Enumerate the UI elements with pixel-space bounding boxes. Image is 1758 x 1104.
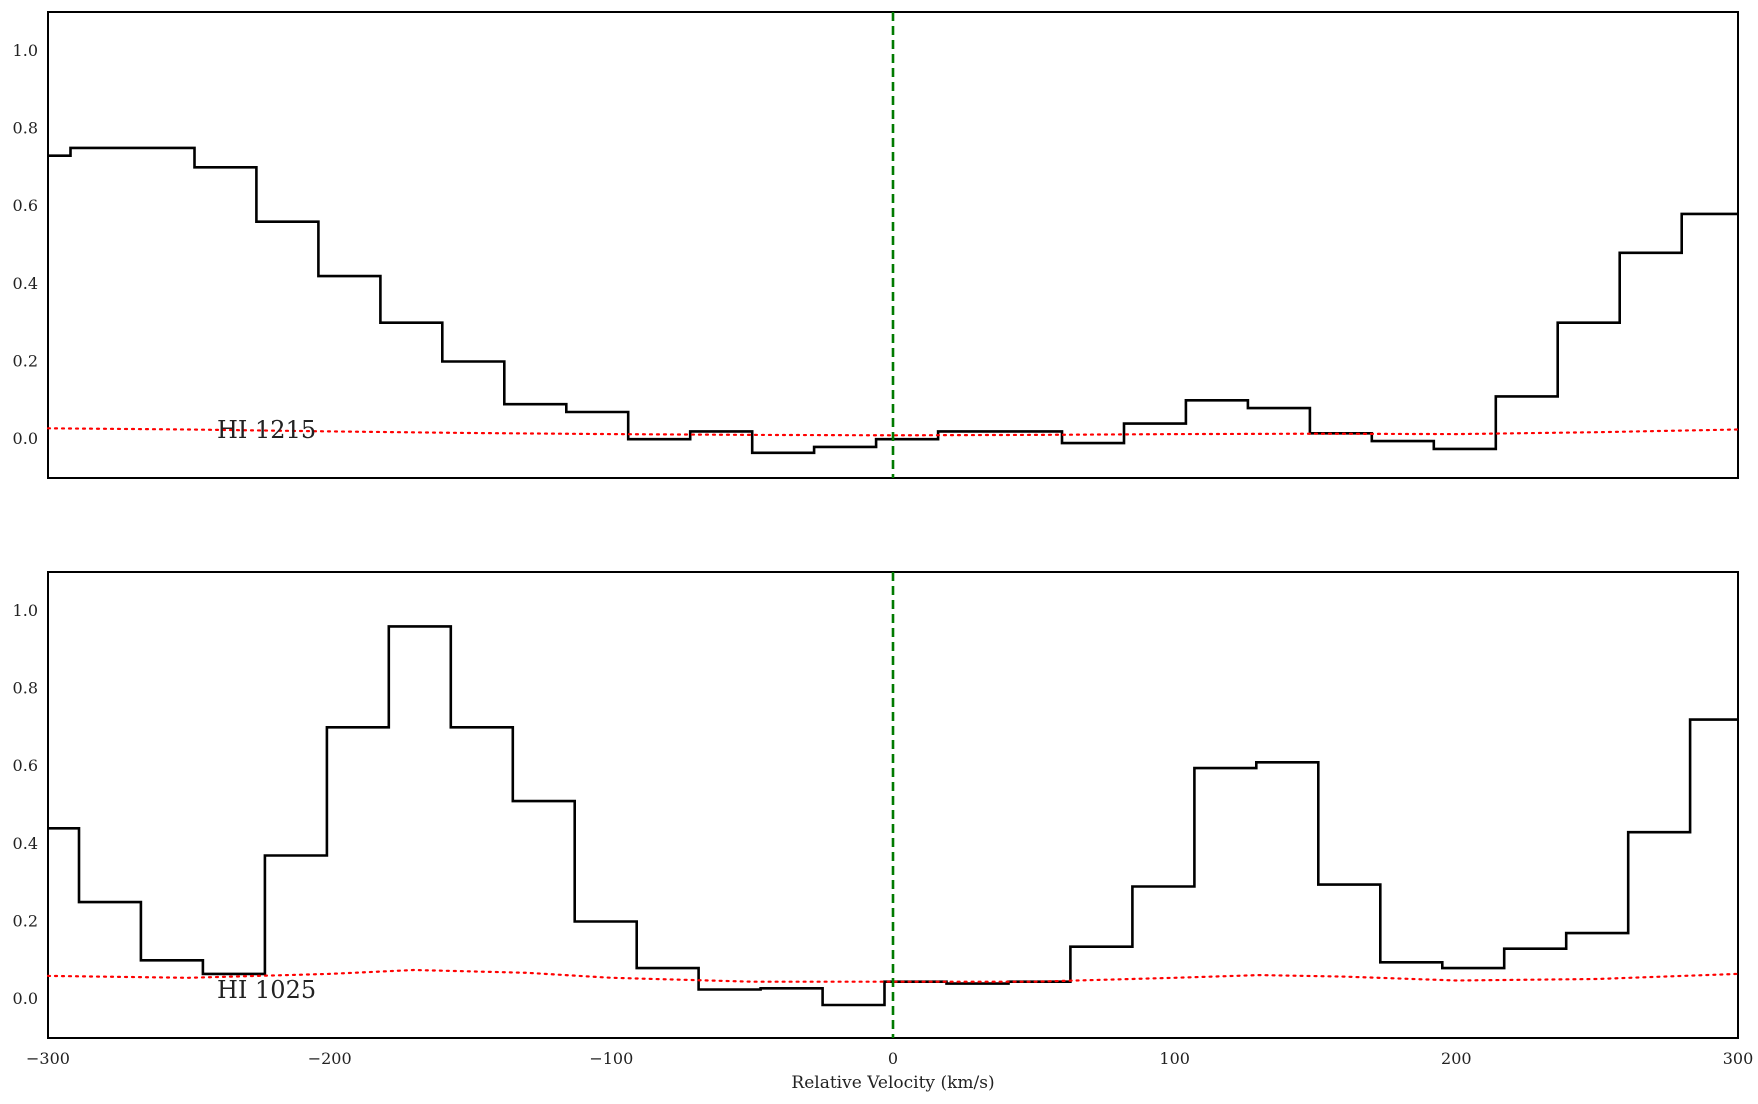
y-tick-label: 0.0 bbox=[13, 429, 38, 448]
panel-hi-1215: HI 1215 0.0 0.2 0.4 0.6 0.8 1.0 bbox=[13, 11, 1740, 479]
panel-hi-1025-plot-area bbox=[46, 572, 1740, 1038]
x-tick-label: 200 bbox=[1441, 1049, 1472, 1068]
y-tick-label: 1.0 bbox=[13, 41, 38, 60]
y-tick-label: 0.4 bbox=[13, 834, 38, 853]
x-tick-label: −300 bbox=[26, 1049, 70, 1068]
panel-hi-1215-plot-area bbox=[46, 12, 1740, 478]
panel-hi-1025: HI 1025 Relative Velocity (km/s) 0.0 0.2 0… bbox=[13, 571, 1754, 1093]
y-tick-label: 0.8 bbox=[13, 679, 38, 698]
panel-label-hi-1025: HI 1025 bbox=[217, 976, 316, 1004]
error-spectrum-line bbox=[46, 427, 1740, 437]
flux-step-line bbox=[48, 146, 1738, 455]
y-tick-label: 0.8 bbox=[13, 119, 38, 138]
panel-label-hi-1215: HI 1215 bbox=[217, 416, 316, 444]
y-tick-label: 0.4 bbox=[13, 274, 38, 293]
error-spectrum-line bbox=[46, 968, 1740, 983]
x-tick-label: 0 bbox=[888, 1049, 898, 1068]
y-tick-label: 0.2 bbox=[13, 912, 38, 931]
x-axis-title: Relative Velocity (km/s) bbox=[791, 1073, 994, 1093]
x-tick-label: −200 bbox=[308, 1049, 352, 1068]
x-tick-label: −100 bbox=[589, 1049, 633, 1068]
flux-step-line bbox=[48, 625, 1738, 1007]
y-tick-label: 1.0 bbox=[13, 601, 38, 620]
x-tick-label: 100 bbox=[1159, 1049, 1190, 1068]
y-tick-label: 0.6 bbox=[13, 196, 38, 215]
y-tick-label: 0.2 bbox=[13, 352, 38, 371]
x-tick-label: 300 bbox=[1723, 1049, 1754, 1068]
y-tick-label: 0.0 bbox=[13, 989, 38, 1008]
y-tick-label: 0.6 bbox=[13, 756, 38, 775]
